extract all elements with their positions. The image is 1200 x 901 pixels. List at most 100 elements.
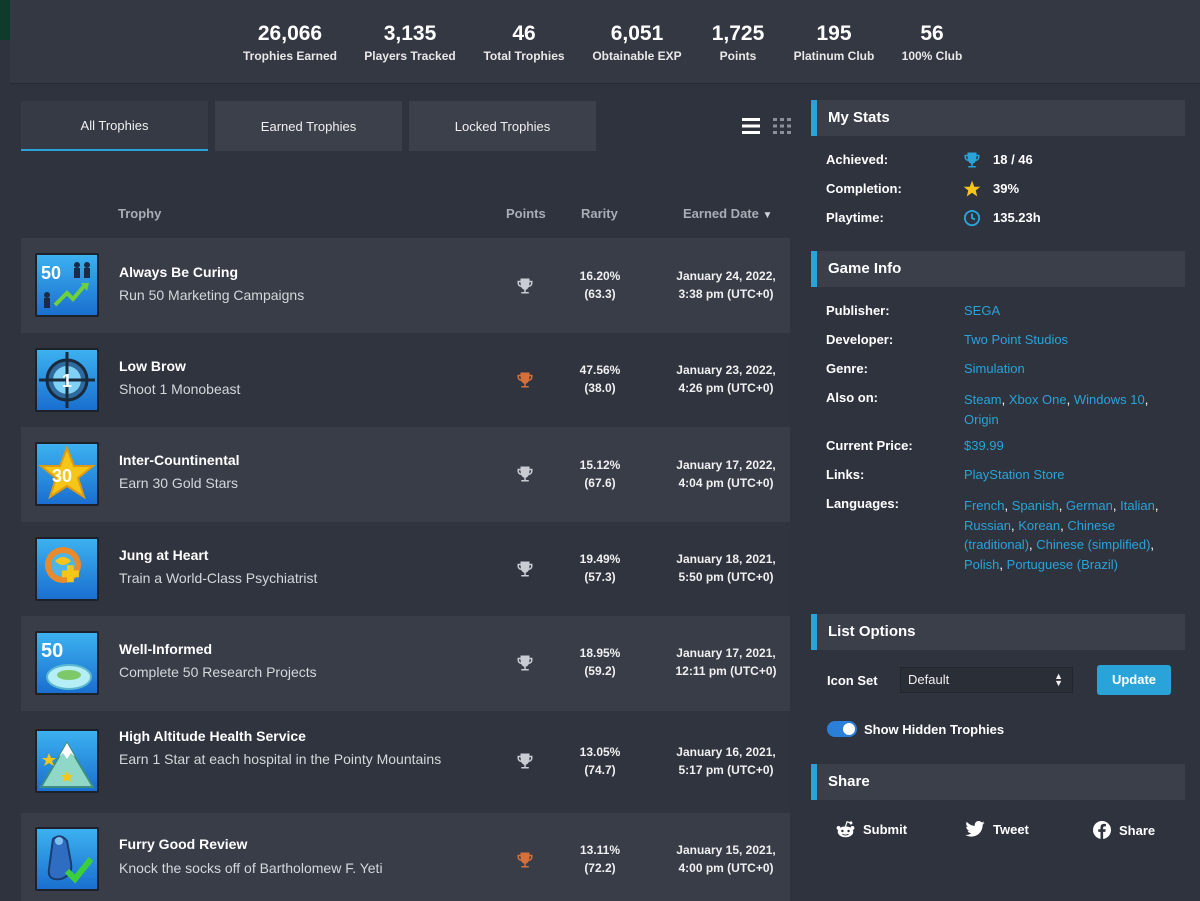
tab-earned-trophies[interactable]: Earned Trophies (215, 101, 402, 151)
language-link[interactable]: Portuguese (Brazil) (1006, 556, 1118, 572)
stats-bar: 26,066 Trophies Earned 3,135 Players Track… (10, 0, 1200, 84)
col-header-rarity[interactable]: Rarity (581, 206, 618, 221)
trophy-icon (964, 152, 980, 168)
my-stats-header: My Stats (811, 100, 1185, 136)
stat-label: 100% Club (901, 49, 963, 63)
rarity-points: (59.2) (584, 664, 616, 678)
grid-view-icon[interactable] (773, 118, 791, 134)
facebook-share-button[interactable]: Share (1093, 821, 1155, 839)
trophy-name[interactable]: Furry Good Review (119, 836, 248, 852)
stat-platinum-club: 195 Platinum Club (794, 22, 875, 64)
trophy-description: Shoot 1 Monobeast (119, 381, 241, 397)
rarity-percent: 13.05% (579, 745, 621, 759)
col-header-trophy[interactable]: Trophy (118, 206, 162, 221)
language-link[interactable]: Chinese (traditional) (964, 517, 1116, 553)
trophy-name[interactable]: Always Be Curing (119, 264, 239, 280)
left-edge-decoration (0, 0, 10, 40)
trophy-name[interactable]: Jung at Heart (119, 547, 209, 563)
col-header-earned-date[interactable]: Earned Date ▼ (683, 206, 772, 221)
earned-time: 5:50 pm (UTC+0) (678, 570, 774, 584)
stat-label: Total Trophies (483, 49, 565, 63)
language-link[interactable]: Korean (1018, 517, 1061, 533)
rarity-points: (57.3) (584, 570, 616, 584)
tweet-label: Tweet (993, 821, 1029, 837)
platform-link[interactable]: Xbox One (1008, 392, 1067, 407)
trophy-row[interactable]: 50 Well-Informed Complete 50 Research Pr… (21, 616, 790, 711)
trophy-name[interactable]: High Altitude Health Service (119, 728, 306, 744)
trophy-row[interactable]: 1 Low Brow Shoot 1 Monobeast 47.56% (38.0… (21, 333, 790, 427)
stat-value: 26,066 (257, 22, 323, 45)
trophy-icon (517, 852, 533, 868)
trophy-name[interactable]: Inter-Countinental (119, 452, 240, 468)
publisher-value[interactable]: SEGA (964, 303, 1001, 318)
earned-date: January 16, 2021, (676, 745, 776, 759)
developer-link[interactable]: Two Point Studios (964, 332, 1068, 347)
reddit-submit-button[interactable]: Submit (836, 821, 907, 838)
trophy-description: Complete 50 Research Projects (119, 664, 317, 680)
trophy-name[interactable]: Low Brow (119, 358, 186, 374)
language-link[interactable]: German (1065, 498, 1113, 513)
trophy-earned-date: January 17, 2021, 12:11 pm (UTC+0) (661, 644, 791, 680)
completion-value: 39% (993, 181, 1020, 196)
links-label: Links: (826, 467, 865, 482)
languages-label: Languages: (826, 496, 899, 511)
developer-value[interactable]: Two Point Studios (964, 332, 1069, 347)
trophy-description: Run 50 Marketing Campaigns (119, 287, 305, 303)
tab-locked-trophies[interactable]: Locked Trophies (409, 101, 596, 151)
trophy-rarity: 18.95% (59.2) (566, 644, 634, 680)
language-link[interactable]: Polish (964, 556, 1000, 572)
achieved-value: 18 / 46 (993, 152, 1033, 167)
trophy-row[interactable]: 50 Always Be Curing Run 50 Marketing Cam… (21, 238, 790, 333)
trophy-rarity: 13.05% (74.7) (566, 743, 634, 779)
price-value[interactable]: $39.99 (964, 438, 1004, 453)
trophy-image: 50 (35, 631, 99, 695)
stat-value: 46 (512, 22, 536, 45)
rarity-percent: 47.56% (579, 363, 621, 377)
stat-label: Players Tracked (364, 49, 456, 63)
share-header: Share (811, 764, 1185, 800)
earned-time: 4:26 pm (UTC+0) (678, 381, 774, 395)
stat-value: 56 (920, 22, 944, 45)
tweet-button[interactable]: Tweet (965, 821, 1029, 837)
icon-set-select[interactable]: Default ▲ ▼ (900, 667, 1073, 693)
col-header-earned-date-label: Earned Date (683, 206, 759, 221)
tab-all-trophies[interactable]: All Trophies (21, 101, 208, 151)
twitter-icon (965, 821, 985, 837)
language-link[interactable]: Chinese (simplified) (1036, 537, 1151, 552)
publisher-link[interactable]: SEGA (964, 303, 1000, 318)
rarity-points: (38.0) (584, 381, 616, 395)
platform-link[interactable]: Steam (964, 392, 1002, 407)
stat-label: Obtainable EXP (592, 49, 682, 63)
language-link[interactable]: French (964, 498, 1005, 513)
earned-date: January 24, 2022, (676, 269, 776, 283)
trophy-row[interactable]: 30 Inter-Countinental Earn 30 Gold Stars… (21, 427, 790, 522)
language-link[interactable]: Italian (1120, 498, 1155, 513)
genre-value[interactable]: Simulation (964, 361, 1025, 376)
trophy-row[interactable]: Jung at Heart Train a World-Class Psychi… (21, 522, 790, 616)
update-button[interactable]: Update (1097, 665, 1171, 695)
trophy-name[interactable]: Well-Informed (119, 641, 213, 657)
also-on-label: Also on: (826, 390, 878, 405)
rarity-points: (74.7) (584, 763, 616, 777)
trophy-row[interactable]: High Altitude Health Service Earn 1 Star… (21, 711, 790, 813)
toggle-knob (843, 723, 855, 735)
language-link[interactable]: Spanish (1011, 498, 1059, 513)
stat-value: 195 (816, 22, 852, 45)
platform-link[interactable]: Windows 10 (1073, 392, 1145, 407)
stat-value: 3,135 (383, 22, 437, 45)
show-hidden-trophies-toggle[interactable] (827, 721, 857, 737)
genre-link[interactable]: Simulation (964, 361, 1025, 376)
stat-trophies-earned: 26,066 Trophies Earned (243, 22, 337, 64)
list-options-header: List Options (811, 614, 1185, 650)
language-link[interactable]: Russian (964, 517, 1011, 533)
playstation-store-link[interactable]: PlayStation Store (964, 467, 1065, 482)
col-header-points[interactable]: Points (506, 206, 546, 221)
list-view-icon[interactable] (742, 118, 760, 134)
platform-link[interactable]: Origin (964, 411, 999, 427)
store-link[interactable]: PlayStation Store (964, 467, 1064, 482)
trophy-rarity: 19.49% (57.3) (566, 550, 634, 586)
star-icon (963, 180, 981, 197)
trophy-image (35, 729, 99, 793)
current-price[interactable]: $39.99 (964, 438, 1004, 453)
trophy-row[interactable]: Furry Good Review Knock the socks off of… (21, 813, 790, 901)
